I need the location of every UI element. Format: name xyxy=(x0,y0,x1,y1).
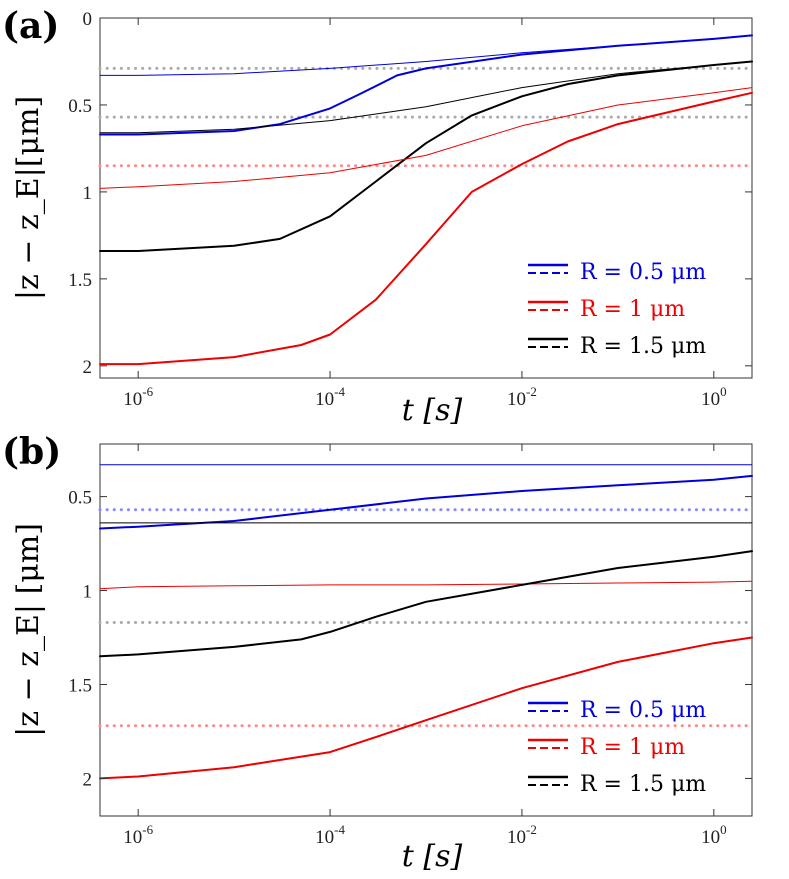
panel-b-y-tick-label: 2 xyxy=(83,769,93,790)
panel-a: (a) 0 0.5 1 1.5 2 10-6 10-4 10-2 100 R = 0.5 μm… xyxy=(2,5,754,428)
panel-b-legend: R = 0.5 μm R = 1 μm R = 1.5 μm xyxy=(528,698,706,797)
panel-a-x-tick-label: 10-4 xyxy=(315,384,345,410)
panel-b-y-tick-label: 1.5 xyxy=(68,675,92,696)
panel-a-series xyxy=(99,34,753,366)
panel-a-x-ticks: 10-6 10-4 10-2 100 xyxy=(123,18,727,410)
panel-a-y-tick-label: 1.5 xyxy=(68,270,92,291)
panel-a-x-tick-label: 10-2 xyxy=(507,384,537,410)
panel-a-y-tick-label: 0.5 xyxy=(68,96,92,117)
panel-a-plot-area xyxy=(99,17,753,379)
panel-a-legend-label: R = 0.5 μm xyxy=(580,260,706,285)
panel-a-y-ticks: 0 0.5 1 1.5 2 xyxy=(68,9,752,378)
panel-a-y-tick-label: 0 xyxy=(83,9,93,30)
panel-b: (b) 0.511.52 10-6 10-4 10-2 100 R = 0.5 μmR… xyxy=(2,431,754,874)
panel-b-x-tick-label: 10-4 xyxy=(315,822,345,848)
panel-b-x-ticks: 10-6 10-4 10-2 100 xyxy=(123,444,727,848)
panel-b-x-tick-label: 10-6 xyxy=(123,822,153,848)
panel-a-y-tick-label: 2 xyxy=(83,357,93,378)
panel-b-legend-label: R = 1 μm xyxy=(580,735,685,760)
panel-a-x-axis-label: t [s] xyxy=(402,393,463,428)
panel-b-y-tick-label: 1 xyxy=(83,582,93,603)
panel-b-x-axis-label: t [s] xyxy=(402,839,463,874)
panel-a-y-tick-label: 1 xyxy=(83,183,93,204)
panel-a-series-line-7 xyxy=(99,87,753,189)
panel-b-plot-area xyxy=(99,443,753,817)
panel-a-y-axis-label: |z − z_E|[μm] xyxy=(11,96,46,300)
panel-a-legend-label: R = 1.5 μm xyxy=(580,334,706,359)
panel-b-series-line-4 xyxy=(99,580,753,590)
panel-b-series-line-7 xyxy=(99,636,753,780)
panel-a-legend: R = 0.5 μm R = 1 μm R = 1.5 μm xyxy=(528,260,706,359)
panel-a-series-line-6 xyxy=(99,91,753,366)
panel-a-label: (a) xyxy=(2,5,59,47)
panel-b-y-tick-label: 0.5 xyxy=(68,488,92,509)
panel-b-legend-label: R = 0.5 μm xyxy=(580,698,706,723)
panel-b-y-axis-label: |z − z_E| [μm] xyxy=(11,523,46,737)
panel-b-x-tick-label: 10-2 xyxy=(507,822,537,848)
panel-b-series xyxy=(99,464,753,780)
panel-b-legend-label: R = 1.5 μm xyxy=(580,772,706,797)
panel-b-reference-lines xyxy=(98,508,754,728)
panel-b-series-line-6 xyxy=(99,550,753,658)
panel-a-series-line-5 xyxy=(99,61,753,134)
panel-a-x-tick-label: 10-6 xyxy=(123,384,153,410)
panel-b-y-ticks: 0.5 1 1.5 2 xyxy=(68,488,752,790)
panel-a-series-line-4 xyxy=(99,60,753,252)
panel-a-x-tick-label: 100 xyxy=(701,384,727,410)
panel-b-series-line-1 xyxy=(99,474,753,530)
panel-b-label: (b) xyxy=(2,431,61,473)
panel-b-x-tick-label: 100 xyxy=(701,822,727,848)
panel-a-legend-label: R = 1 μm xyxy=(580,297,685,322)
panel-a-series-line-1 xyxy=(99,34,753,76)
